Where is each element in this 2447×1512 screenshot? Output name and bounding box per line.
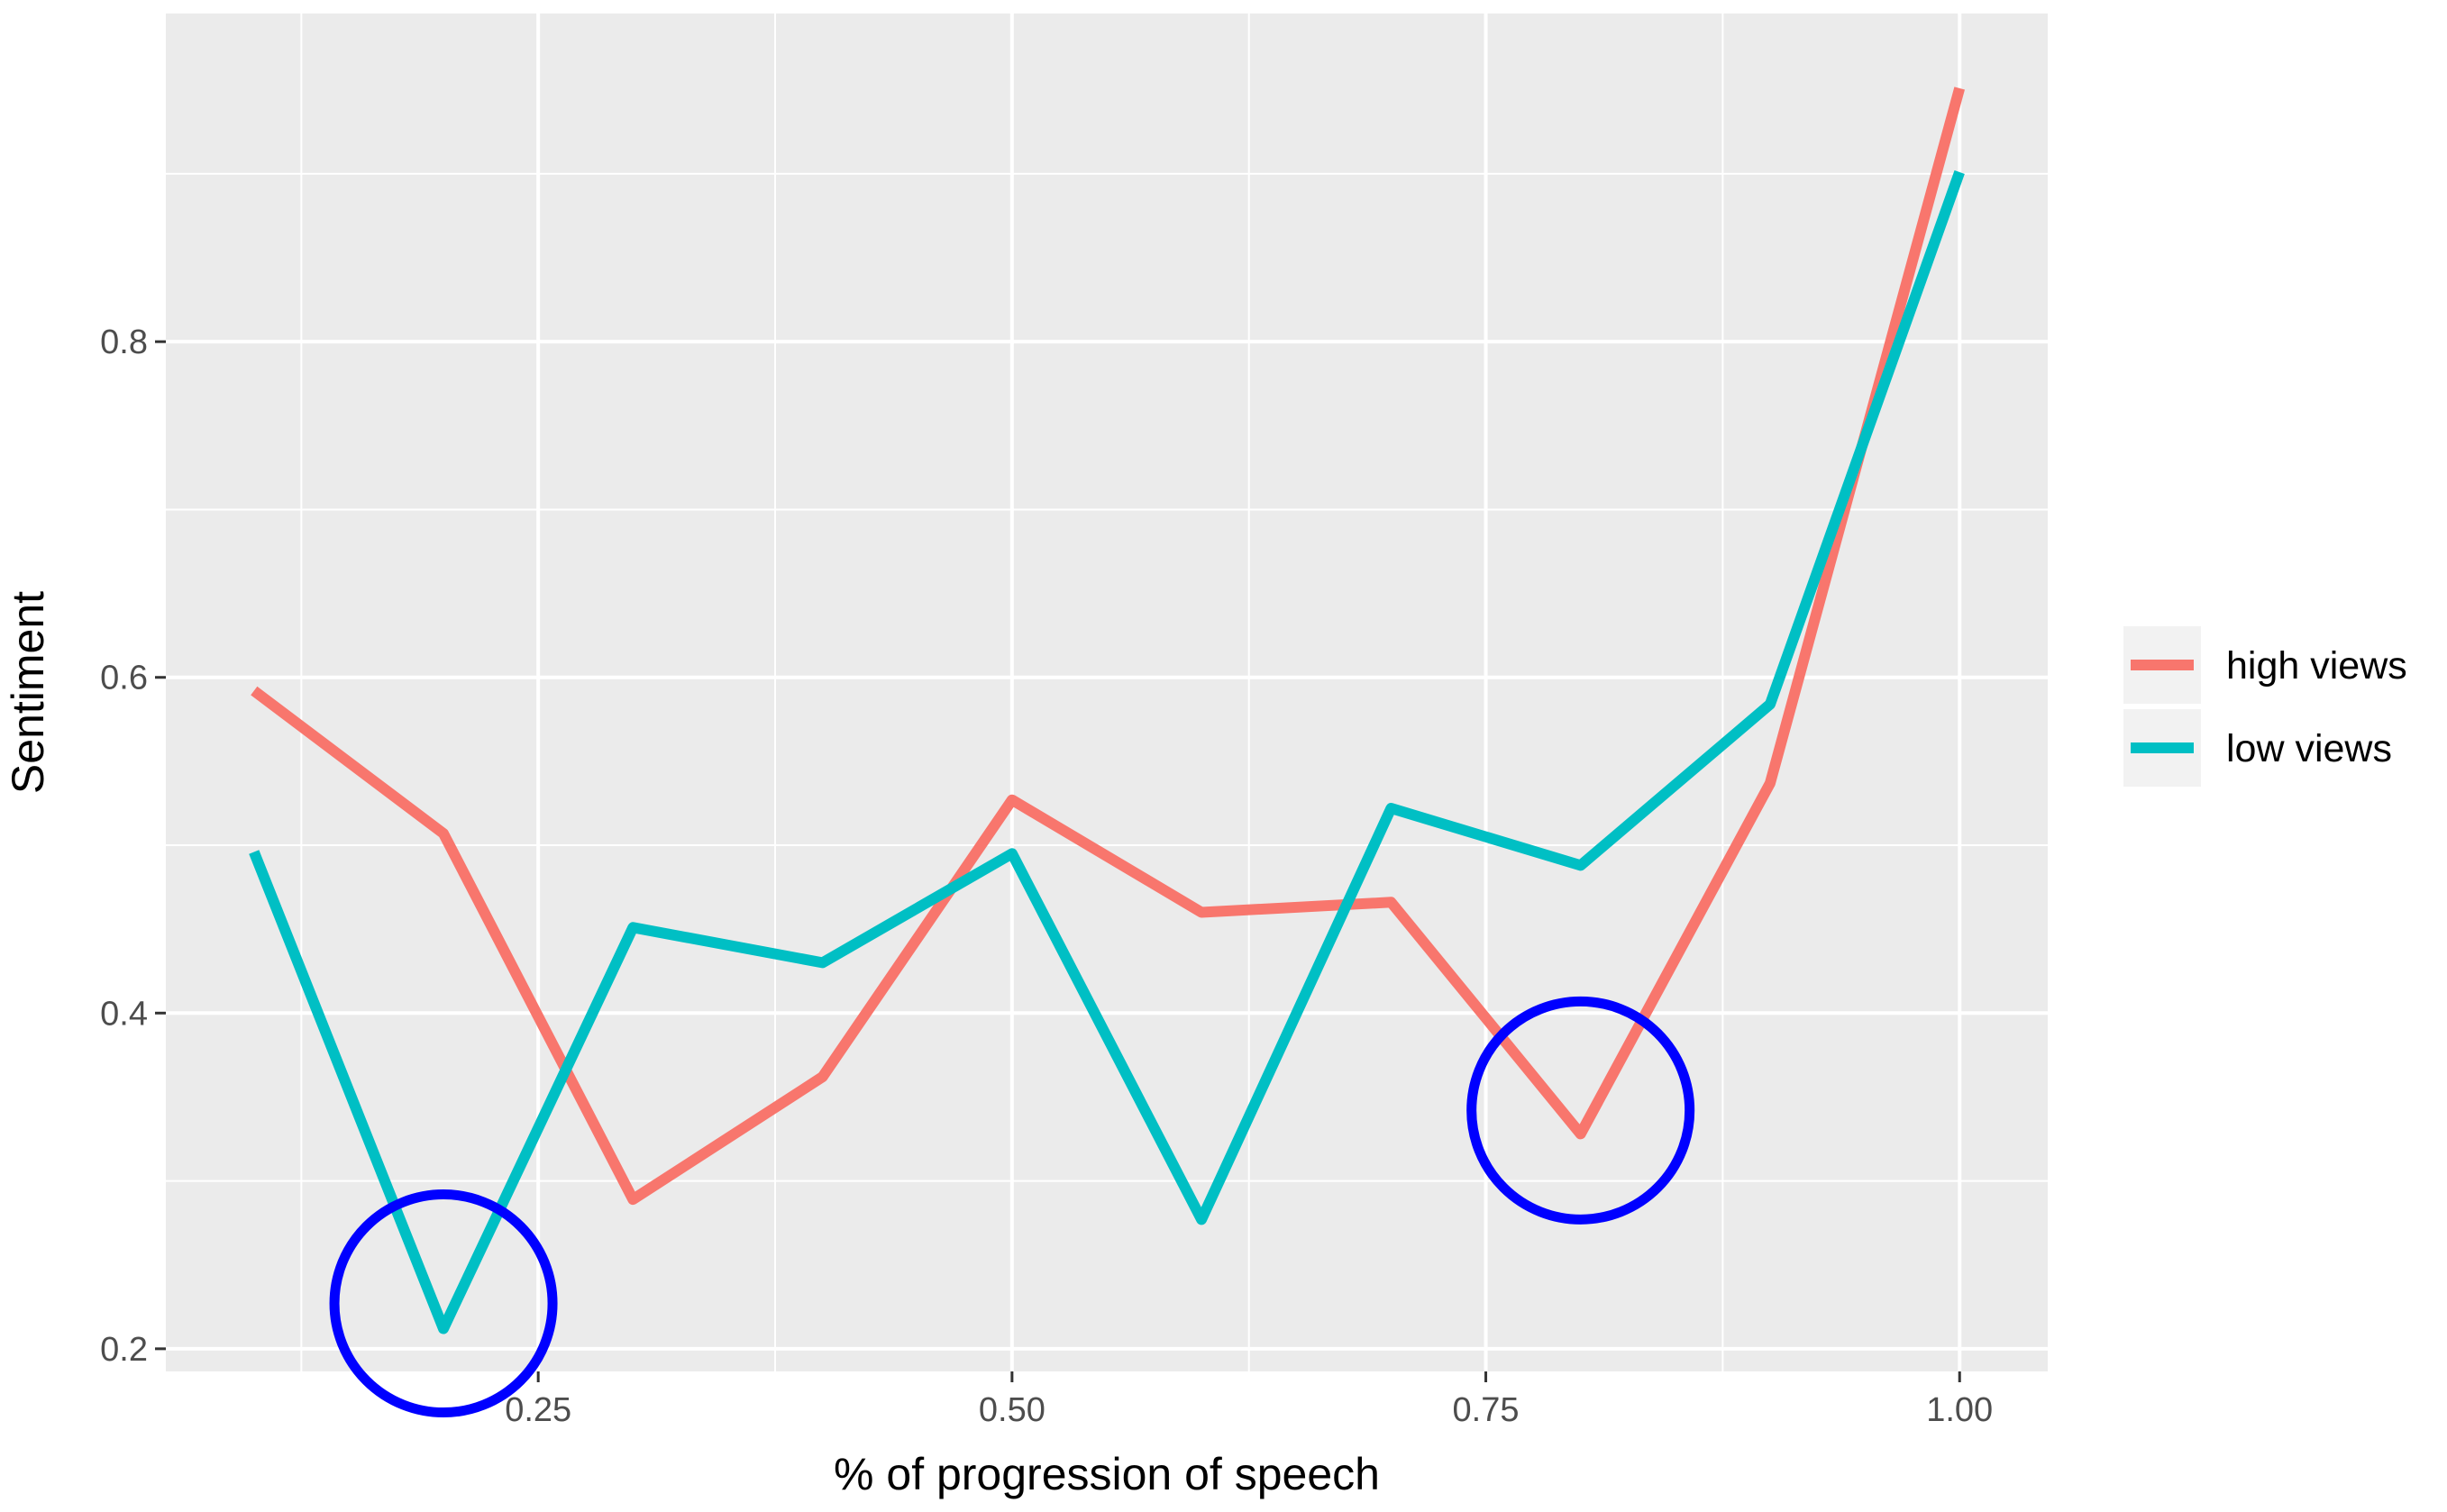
legend-label: high views xyxy=(2226,644,2407,688)
series-line-low-views xyxy=(249,169,1965,1334)
major-gridlines xyxy=(166,14,2048,1371)
annotation-circle xyxy=(329,1189,558,1418)
legend-label: low views xyxy=(2226,727,2392,770)
plot-panel xyxy=(166,14,2048,1371)
series-lines xyxy=(249,87,1965,1334)
y-tick-label: 0.8 xyxy=(100,323,148,361)
x-axis: 0.25 0.50 0.75 1.00 xyxy=(505,1371,1993,1429)
x-tick-label: 0.25 xyxy=(505,1391,571,1429)
x-tick-label: 0.50 xyxy=(979,1391,1045,1429)
y-tick-label: 0.4 xyxy=(100,995,148,1033)
legend: high views low views xyxy=(2123,626,2407,787)
minor-gridlines xyxy=(166,14,2048,1371)
x-tick-label: 1.00 xyxy=(1926,1391,1993,1429)
y-axis-title: Sentiment xyxy=(3,591,53,794)
series-line-high-views xyxy=(251,87,1965,1206)
y-tick-label: 0.6 xyxy=(100,660,148,697)
annotation-circle xyxy=(1466,996,1695,1225)
y-axis: 0.2 0.4 0.6 0.8 xyxy=(100,323,166,1369)
y-tick-label: 0.2 xyxy=(100,1331,148,1369)
x-tick-label: 0.75 xyxy=(1453,1391,1520,1429)
x-axis-title: % of progression of speech xyxy=(834,1449,1380,1499)
annotations xyxy=(329,996,1695,1418)
